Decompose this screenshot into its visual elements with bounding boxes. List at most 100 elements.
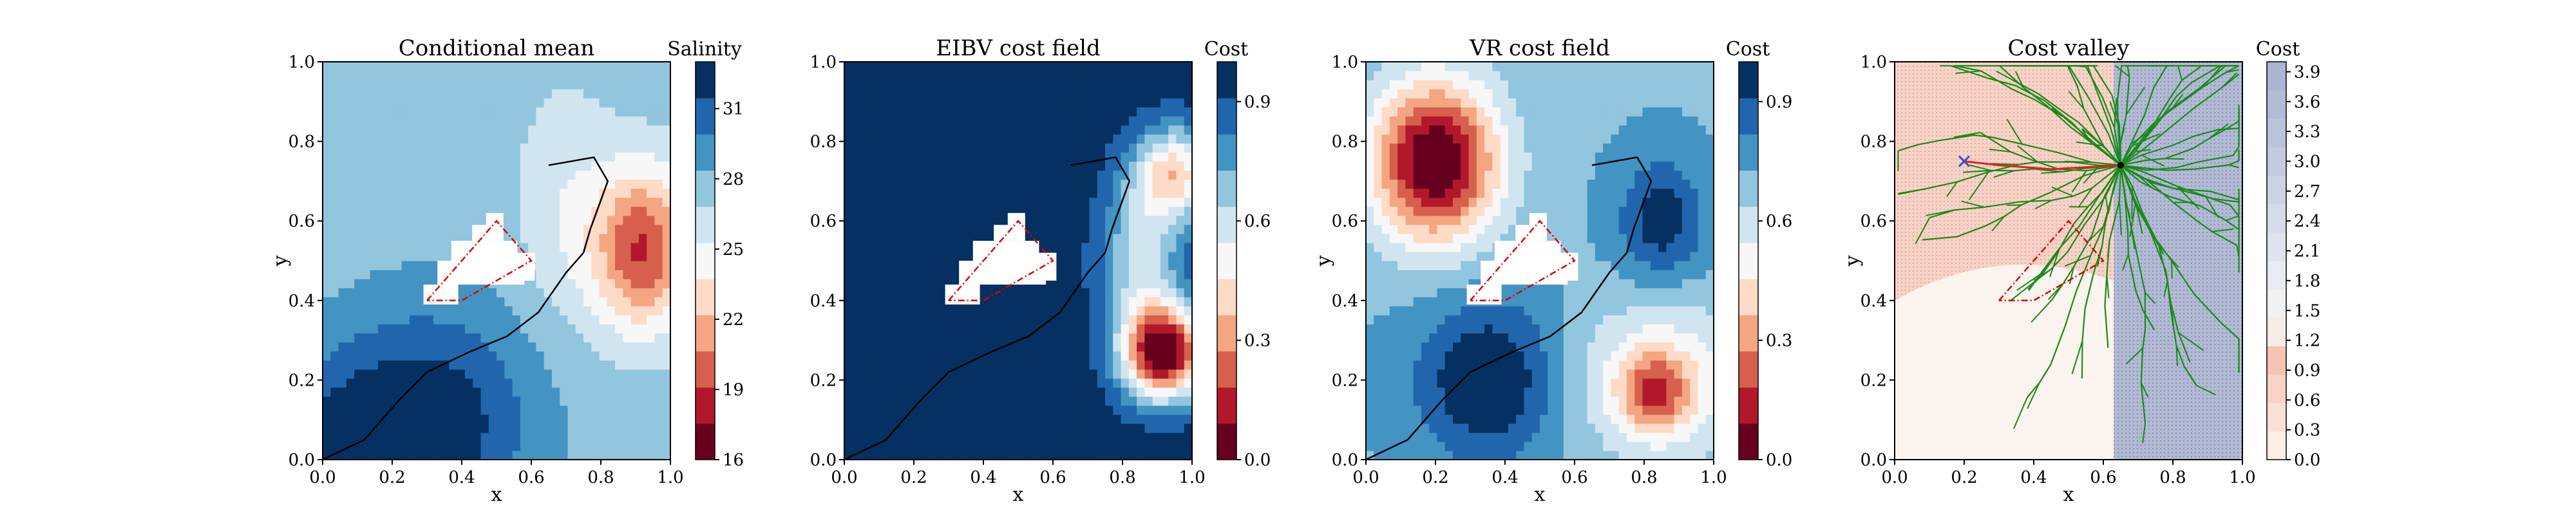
panel-1-frame — [322, 61, 671, 460]
field-cell — [1065, 161, 1074, 171]
field-cell — [1184, 242, 1193, 252]
field-cell — [480, 396, 489, 406]
field-cell — [1137, 233, 1145, 243]
field-cell — [567, 333, 576, 343]
field-cell — [591, 396, 600, 406]
field-cell — [338, 197, 347, 207]
field-cell — [1389, 80, 1398, 89]
field-cell — [876, 251, 884, 261]
field-cell — [528, 152, 536, 162]
field-cell — [1144, 233, 1153, 243]
field-cell — [1073, 98, 1082, 108]
field-cell — [1176, 152, 1185, 162]
field-cell — [1105, 450, 1113, 460]
field-cell — [1081, 450, 1090, 460]
field-cell — [583, 116, 592, 126]
field-cell — [867, 125, 876, 135]
field-cell — [662, 279, 671, 288]
field-cell — [1516, 378, 1525, 388]
field-cell — [1524, 197, 1533, 207]
field-cell — [1405, 297, 1414, 306]
field-cell — [1508, 116, 1517, 126]
field-cell — [567, 161, 576, 171]
field-cell — [630, 270, 639, 279]
field-cell — [1105, 342, 1113, 352]
field-cell — [1144, 378, 1153, 388]
field-cell — [1366, 224, 1374, 234]
field-cell — [1413, 270, 1422, 279]
field-cell — [1010, 143, 1019, 153]
field-cell — [647, 414, 656, 424]
field-cell — [1050, 233, 1058, 243]
field-cell — [346, 270, 355, 279]
field-cell — [488, 360, 497, 370]
field-cell — [867, 288, 876, 297]
x-tick-label: 0.4 — [448, 468, 475, 487]
field-cell — [417, 242, 426, 252]
field-cell — [1374, 215, 1383, 225]
field-cell — [1389, 297, 1398, 306]
field-cell — [323, 206, 331, 216]
field-cell — [1476, 107, 1485, 117]
field-cell — [386, 288, 395, 297]
field-cell — [464, 441, 473, 451]
field-cell — [1176, 369, 1185, 379]
field-cell — [1057, 89, 1066, 98]
field-cell — [599, 387, 608, 397]
field-cell — [457, 71, 466, 80]
field-cell — [520, 297, 529, 306]
field-cell — [560, 387, 569, 397]
field-cell — [441, 387, 450, 397]
field-cell — [852, 261, 861, 270]
field-cell — [393, 360, 402, 370]
field-cell — [354, 134, 363, 144]
field-cell — [354, 279, 363, 288]
field-cell — [638, 134, 647, 144]
field-cell — [1381, 342, 1390, 352]
field-cell — [1389, 98, 1398, 108]
field-cell — [362, 315, 371, 324]
x-tick-label: 0.6 — [518, 468, 544, 487]
field-cell — [504, 333, 513, 343]
field-cell — [1374, 324, 1383, 333]
field-cell — [1128, 215, 1137, 225]
field-cell — [473, 62, 482, 71]
field-cell — [1508, 342, 1517, 352]
field-cell — [623, 152, 632, 162]
field-cell — [1041, 197, 1050, 207]
field-cell — [907, 62, 916, 71]
field-cell — [963, 423, 971, 433]
field-cell — [654, 179, 663, 189]
field-cell — [891, 152, 900, 162]
field-cell — [410, 98, 418, 108]
field-cell — [1381, 206, 1390, 216]
field-cell — [583, 261, 592, 270]
field-cell — [891, 89, 900, 98]
field-cell — [978, 405, 987, 415]
field-cell — [464, 188, 473, 198]
field-cell — [393, 306, 402, 315]
field-cell — [410, 324, 418, 333]
field-cell — [1018, 450, 1027, 460]
field-cell — [923, 279, 932, 288]
field-cell — [891, 143, 900, 153]
field-cell — [884, 297, 893, 306]
field-cell — [1144, 170, 1153, 180]
field-cell — [867, 242, 876, 252]
field-cell — [338, 315, 347, 324]
field-cell — [971, 98, 980, 108]
field-cell — [1397, 152, 1406, 162]
field-cell — [994, 152, 1003, 162]
field-cell — [346, 288, 355, 297]
field-cell — [860, 324, 869, 333]
field-cell — [362, 161, 371, 171]
field-cell — [1476, 62, 1485, 71]
field-cell — [346, 279, 355, 288]
field-cell — [1453, 414, 1461, 424]
field-cell — [1105, 351, 1113, 361]
field-cell — [860, 71, 869, 80]
field-cell — [354, 170, 363, 180]
field-cell — [607, 188, 616, 198]
field-cell — [844, 134, 853, 144]
field-cell — [1128, 405, 1137, 415]
